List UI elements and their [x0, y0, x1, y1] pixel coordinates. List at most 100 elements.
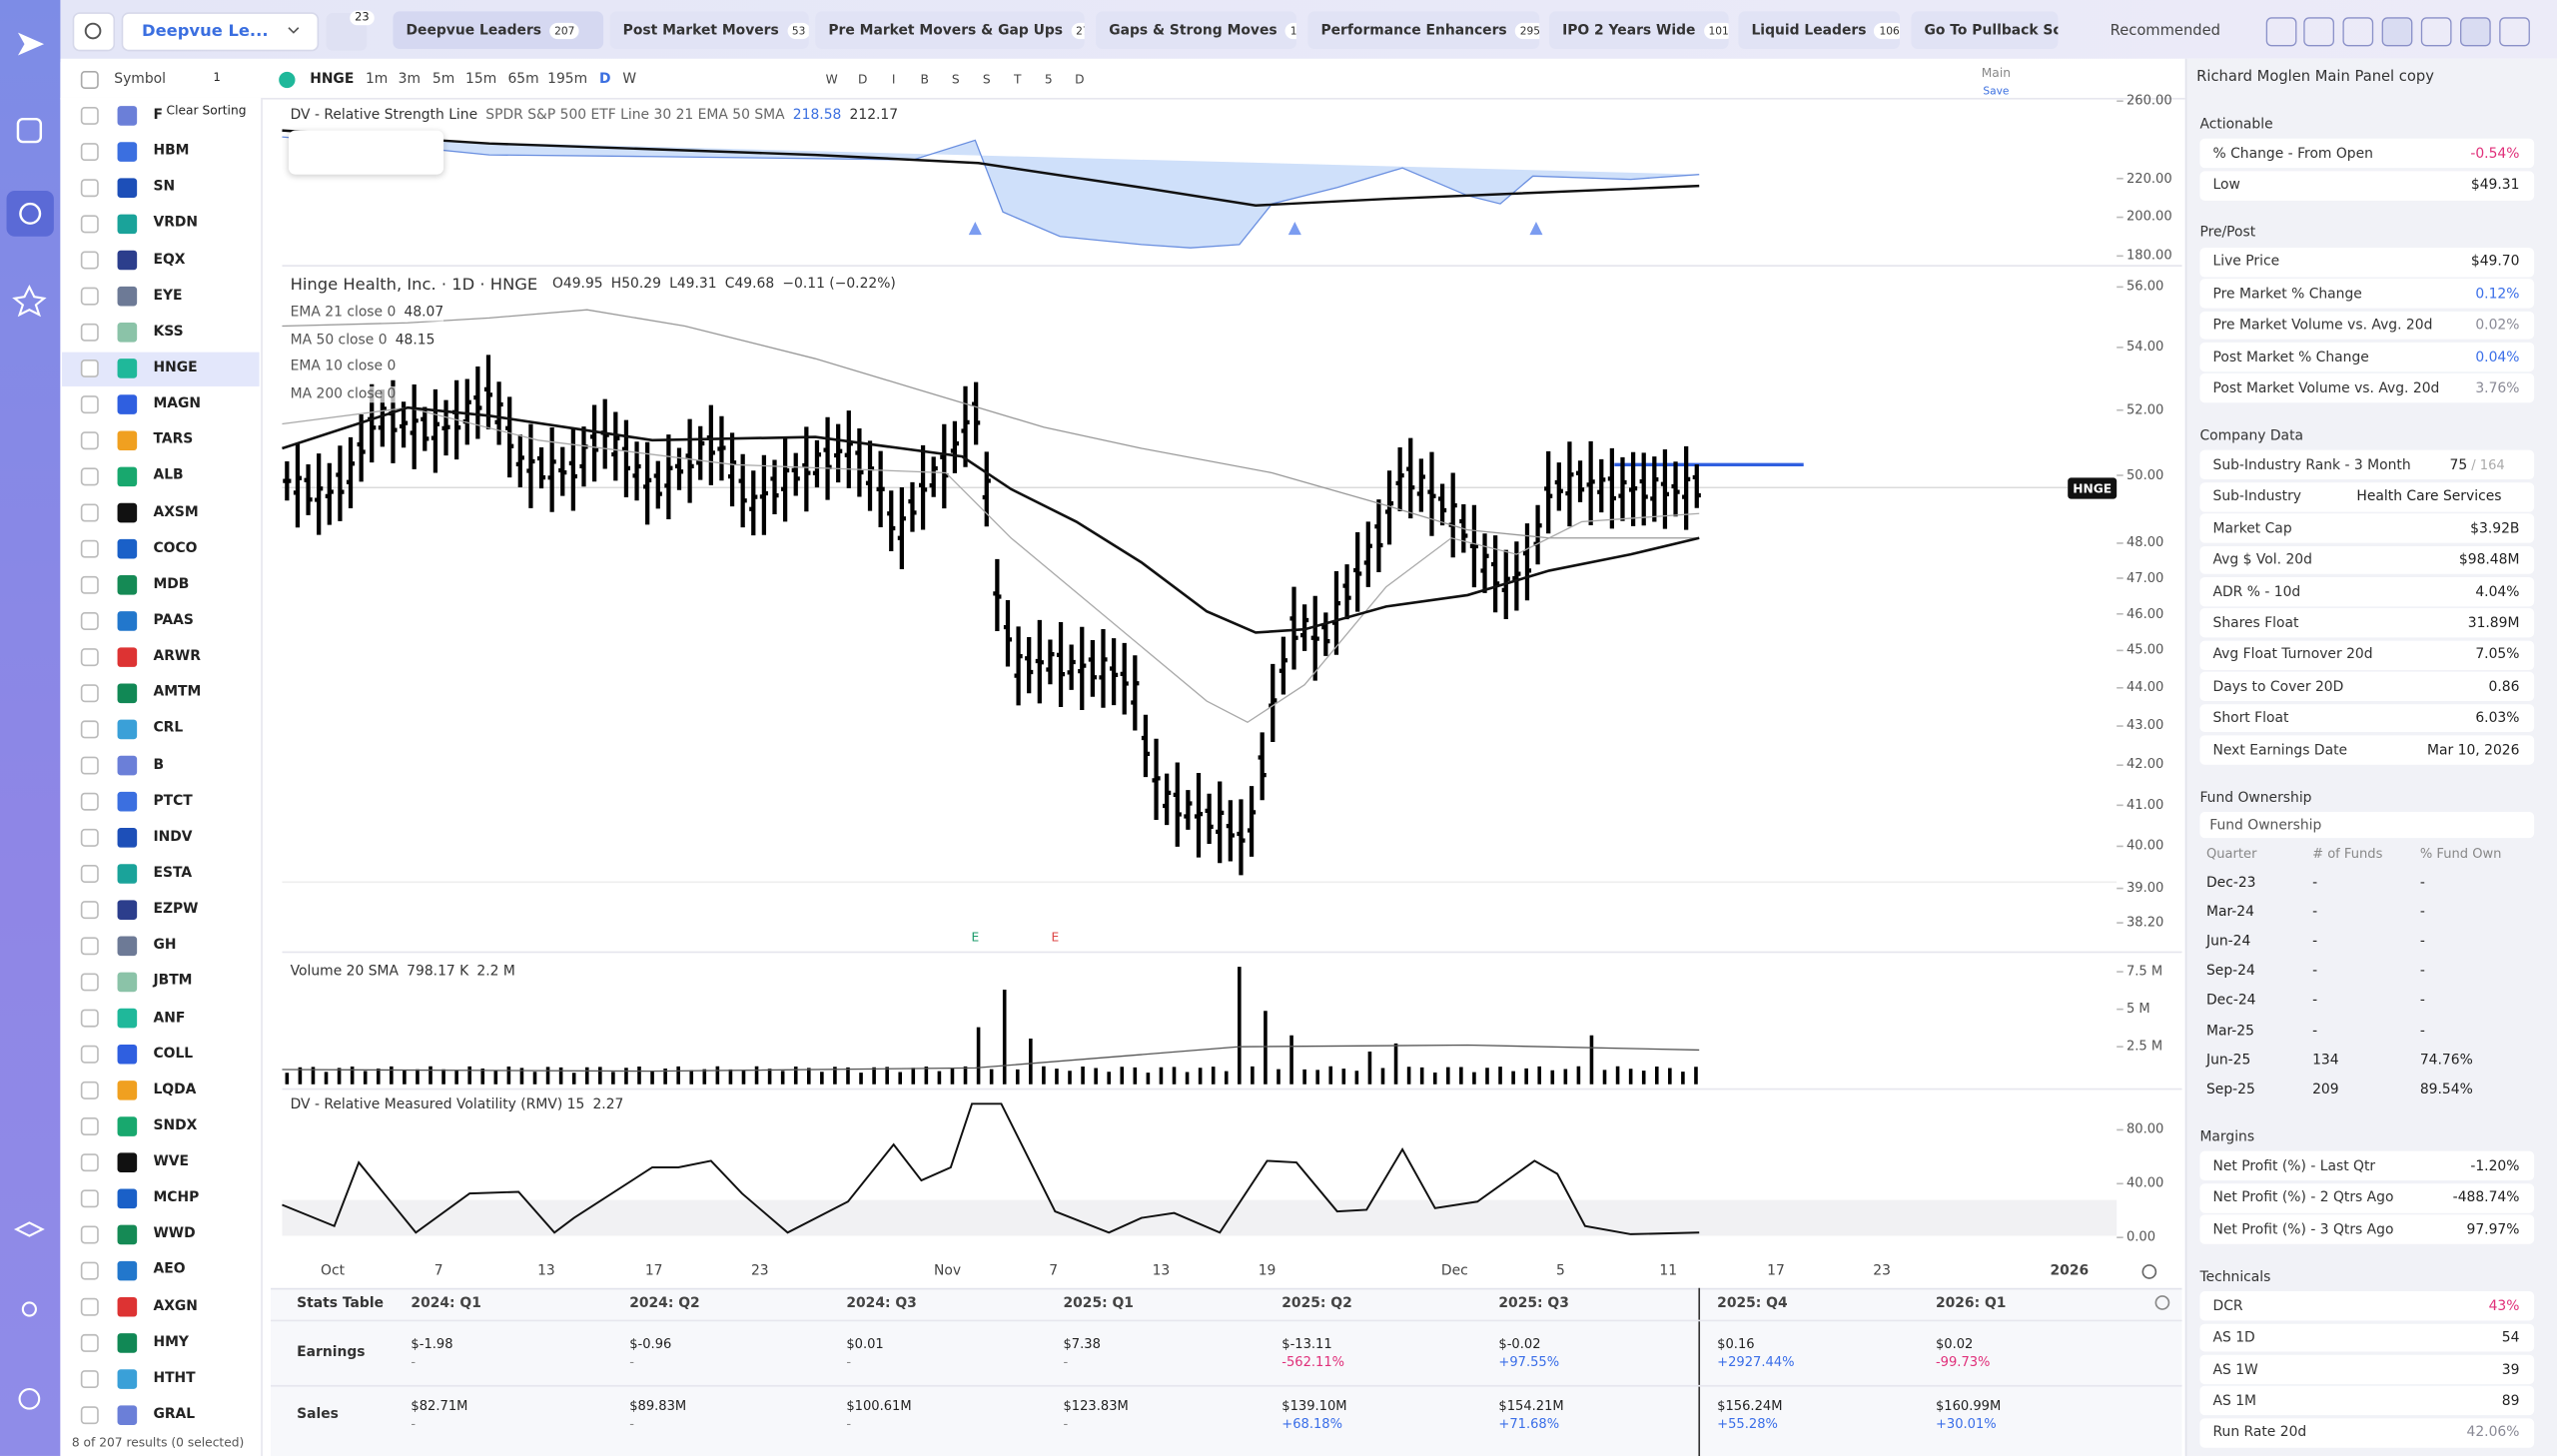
symbol[interactable]: AEO: [153, 1262, 186, 1279]
top-icon[interactable]: [2303, 17, 2334, 47]
checkbox[interactable]: [80, 1261, 99, 1280]
timeframe[interactable]: W: [622, 71, 637, 88]
column-header[interactable]: Symbol: [114, 71, 166, 88]
timeframe[interactable]: 195m: [547, 71, 588, 88]
timeframe[interactable]: 65m: [507, 71, 539, 88]
nav-icon[interactable]: [21, 1301, 37, 1317]
symbol[interactable]: JBTM: [153, 973, 193, 991]
timeframe[interactable]: D: [598, 71, 611, 88]
symbol[interactable]: B: [153, 756, 165, 774]
checkbox[interactable]: [80, 828, 99, 847]
indicator-toggle[interactable]: W: [825, 72, 838, 87]
symbol[interactable]: ESTA: [153, 865, 193, 882]
checkbox[interactable]: [80, 467, 99, 486]
nav-icon[interactable]: [13, 1221, 45, 1237]
symbol[interactable]: PTCT: [153, 793, 193, 810]
nav-icon[interactable]: [18, 1387, 41, 1410]
checkbox[interactable]: [80, 539, 99, 558]
tab[interactable]: Go To Pullback Sc: [1911, 11, 2059, 49]
checkbox[interactable]: [80, 1406, 99, 1425]
checkbox[interactable]: [80, 792, 99, 811]
symbol[interactable]: TARS: [153, 431, 194, 448]
layout-name[interactable]: Main: [1981, 65, 2011, 81]
checkbox[interactable]: [80, 143, 99, 162]
symbol[interactable]: EZPW: [153, 901, 199, 918]
tab[interactable]: Pre Market Movers & Gap Ups 274: [815, 11, 1085, 49]
symbol[interactable]: INDV: [153, 829, 193, 846]
tab[interactable]: Deepvue Leaders 207: [393, 11, 604, 49]
symbol[interactable]: HNGE: [153, 360, 198, 376]
symbol[interactable]: LQDA: [153, 1082, 197, 1098]
checkbox[interactable]: [80, 865, 99, 883]
checkbox[interactable]: [80, 973, 99, 992]
top-icon[interactable]: [2460, 17, 2491, 47]
checkbox[interactable]: [80, 1370, 99, 1389]
tab[interactable]: IPO 2 Years Wide 101: [1549, 11, 1729, 49]
symbol[interactable]: EQX: [153, 251, 186, 269]
checkbox[interactable]: [80, 106, 99, 125]
symbol[interactable]: WVE: [153, 1153, 190, 1170]
indicator-toggle[interactable]: B: [920, 72, 929, 87]
checkbox[interactable]: [80, 901, 99, 920]
checkbox[interactable]: [80, 179, 99, 198]
checkbox[interactable]: [80, 1333, 99, 1352]
symbol[interactable]: CRL: [153, 720, 184, 738]
checkbox[interactable]: [80, 611, 99, 630]
symbol[interactable]: AXGN: [153, 1298, 198, 1315]
nav-icon[interactable]: [12, 284, 47, 318]
checkbox[interactable]: [80, 937, 99, 956]
checkbox[interactable]: [80, 575, 99, 594]
indicator-toggle[interactable]: D: [857, 72, 868, 87]
symbol[interactable]: SNDX: [153, 1117, 198, 1134]
checkbox[interactable]: [80, 756, 99, 775]
indicator-toggle[interactable]: I: [891, 72, 896, 87]
symbol[interactable]: COLL: [153, 1046, 194, 1063]
save-button[interactable]: Save: [1983, 84, 2010, 98]
indicator-toggle[interactable]: D: [1075, 72, 1085, 87]
timeframe[interactable]: 5m: [431, 71, 455, 88]
symbol[interactable]: PAAS: [153, 612, 194, 629]
symbol[interactable]: AXSM: [153, 503, 199, 521]
settings-icon[interactable]: [2141, 1264, 2157, 1279]
checkbox[interactable]: [80, 1189, 99, 1208]
symbol[interactable]: COCO: [153, 540, 198, 557]
timeframe[interactable]: 15m: [465, 71, 497, 88]
checkbox[interactable]: [80, 287, 99, 306]
symbol[interactable]: AMTM: [153, 684, 202, 702]
symbol[interactable]: SN: [153, 179, 176, 196]
section-subtitle[interactable]: Fund Ownership: [2209, 817, 2322, 834]
panel-title[interactable]: Richard Moglen Main Panel copy: [2196, 69, 2434, 86]
symbol[interactable]: F: [153, 107, 163, 124]
checkbox[interactable]: [80, 359, 99, 377]
symbol[interactable]: MCHP: [153, 1189, 200, 1207]
symbol[interactable]: ALB: [153, 467, 184, 485]
symbol[interactable]: MAGN: [153, 395, 202, 412]
checkbox[interactable]: [80, 215, 99, 234]
nav-icon[interactable]: [16, 117, 43, 144]
sort-select[interactable]: Recommended: [2110, 23, 2221, 40]
nav-active[interactable]: [6, 191, 54, 237]
top-icon[interactable]: [2420, 17, 2452, 47]
timeframe[interactable]: 3m: [398, 71, 421, 88]
checkbox[interactable]: [80, 1081, 99, 1099]
timeframe[interactable]: 1m: [365, 71, 389, 88]
settings-icon[interactable]: [2154, 1295, 2170, 1310]
checkbox[interactable]: [80, 1153, 99, 1172]
top-icon[interactable]: [2381, 17, 2413, 47]
chart-symbol[interactable]: HNGE: [310, 71, 355, 88]
tab[interactable]: Gaps & Strong Moves 10: [1096, 11, 1296, 49]
checkbox[interactable]: [80, 431, 99, 450]
indicator-toggle[interactable]: S: [982, 72, 991, 87]
checkbox[interactable]: [80, 1225, 99, 1244]
tab[interactable]: Liquid Leaders 106: [1738, 11, 1901, 49]
checkbox[interactable]: [80, 395, 99, 414]
checkbox[interactable]: [80, 503, 99, 522]
symbol[interactable]: VRDN: [153, 215, 199, 233]
watchlist-select[interactable]: [121, 12, 320, 52]
symbol[interactable]: KSS: [153, 324, 184, 341]
search-box[interactable]: [72, 12, 116, 52]
checkbox[interactable]: [80, 1009, 99, 1028]
watchlist-name[interactable]: Deepvue Le...: [142, 22, 269, 40]
symbol[interactable]: WWD: [153, 1225, 196, 1243]
top-icon[interactable]: [2265, 17, 2297, 47]
